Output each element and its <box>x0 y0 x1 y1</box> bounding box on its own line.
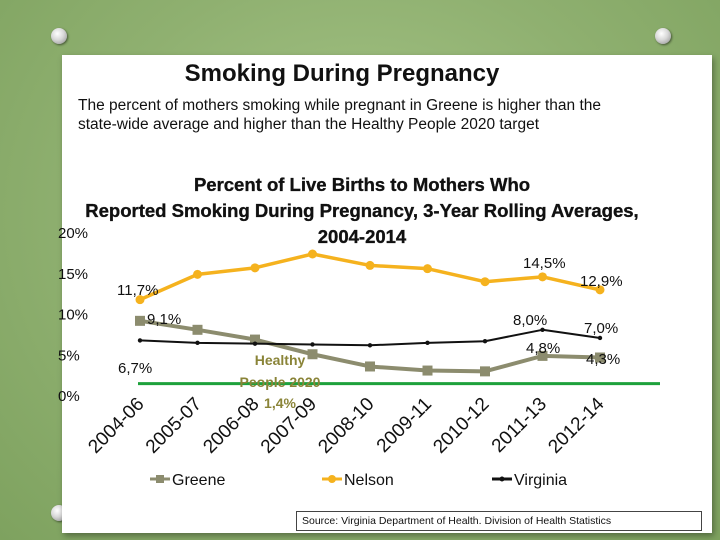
source-note: Source: Virginia Department of Health. D… <box>296 511 702 531</box>
virginia-2011-label: 8,0% <box>513 312 547 329</box>
y-tick-label: 20% <box>58 225 88 242</box>
slide-subtitle: The percent of mothers smoking while pre… <box>78 97 601 133</box>
chart-legend: Greene Nelson Virginia <box>150 472 567 489</box>
slide-title: Smoking During Pregnancy <box>184 60 500 87</box>
nelson-point <box>308 249 317 259</box>
greene-point <box>422 365 433 376</box>
greene-start-label: 9,1% <box>147 311 181 328</box>
nelson-start-label: 11,7% <box>117 282 158 299</box>
target-label: 1,4% <box>264 395 296 411</box>
y-tick-label: 10% <box>58 307 88 324</box>
legend-label: Greene <box>172 472 225 489</box>
chart-title-line: Percent of Live Births to Mothers Who <box>194 174 530 195</box>
series-lines <box>135 249 605 377</box>
virginia-point <box>482 339 488 344</box>
x-tick-label: 2010-12 <box>429 394 493 458</box>
chart-title-line: 2004-2014 <box>318 226 407 247</box>
target-label: People 2020 <box>240 374 321 390</box>
greene-point <box>480 366 490 377</box>
x-tick-label: 2008-10 <box>314 394 378 458</box>
greene-point <box>307 349 318 360</box>
nelson-point <box>250 263 260 273</box>
target-label: Healthy <box>255 352 306 368</box>
y-tick-label: 5% <box>58 347 80 364</box>
nelson-point <box>538 272 547 282</box>
virginia-point <box>310 342 315 347</box>
pin-icon <box>655 28 671 44</box>
nelson-point <box>595 285 605 295</box>
greene-end-label: 4,3% <box>586 351 620 368</box>
x-tick-label: 2011-13 <box>488 394 551 457</box>
nelson-point <box>423 264 432 274</box>
nelson-2011-label: 14,5% <box>523 255 566 272</box>
greene-point <box>135 315 145 326</box>
virginia-start-label: 6,7% <box>118 360 152 377</box>
nelson-end-label: 12,9% <box>580 273 623 290</box>
x-axis-ticks: 2004-062005-072006-082007-092008-102009-… <box>84 393 608 457</box>
virginia-point <box>195 340 200 346</box>
x-tick-label: 2005-07 <box>142 394 206 458</box>
greene-point <box>595 352 605 363</box>
legend-marker <box>499 476 505 482</box>
x-tick-label: 2009-11 <box>373 394 436 457</box>
x-tick-label: 2012-14 <box>544 393 608 457</box>
virginia-end-label: 7,0% <box>584 320 618 337</box>
nelson-point <box>135 295 145 305</box>
y-tick-label: 0% <box>58 388 80 405</box>
legend-label: Virginia <box>514 472 567 489</box>
virginia-point <box>367 343 373 348</box>
virginia-point <box>540 327 545 332</box>
y-axis-ticks: 0% 5% 10% 15% 20% <box>58 225 88 405</box>
chart-title-line: Reported Smoking During Pregnancy, 3-Yea… <box>85 200 638 221</box>
nelson-point <box>480 277 490 287</box>
data-labels: 11,7% 9,1% 6,7% 14,5% 12,9% 8,0% 7,0% 4,8% 4,3% H… <box>117 255 623 411</box>
greene-point <box>192 324 203 335</box>
chart-title: Percent of Live Births to Mothers Who Rep… <box>85 174 638 247</box>
y-tick-label: 15% <box>58 266 88 283</box>
virginia-point <box>137 338 143 343</box>
nelson-point <box>193 269 202 279</box>
legend-marker <box>328 475 336 483</box>
greene-point <box>365 361 375 372</box>
virginia-point <box>252 341 258 346</box>
virginia-point <box>425 340 430 346</box>
greene-point <box>250 334 260 345</box>
legend-label: Nelson <box>344 472 394 489</box>
nelson-point <box>365 260 375 270</box>
x-tick-label: 2006-08 <box>199 394 263 458</box>
legend-marker <box>156 475 164 483</box>
pin-icon <box>51 28 67 44</box>
greene-2011-label: 4,8% <box>526 340 560 357</box>
virginia-point <box>597 335 603 341</box>
x-tick-label: 2004-06 <box>84 394 148 458</box>
slide-card <box>62 55 712 533</box>
greene-point <box>537 350 548 361</box>
